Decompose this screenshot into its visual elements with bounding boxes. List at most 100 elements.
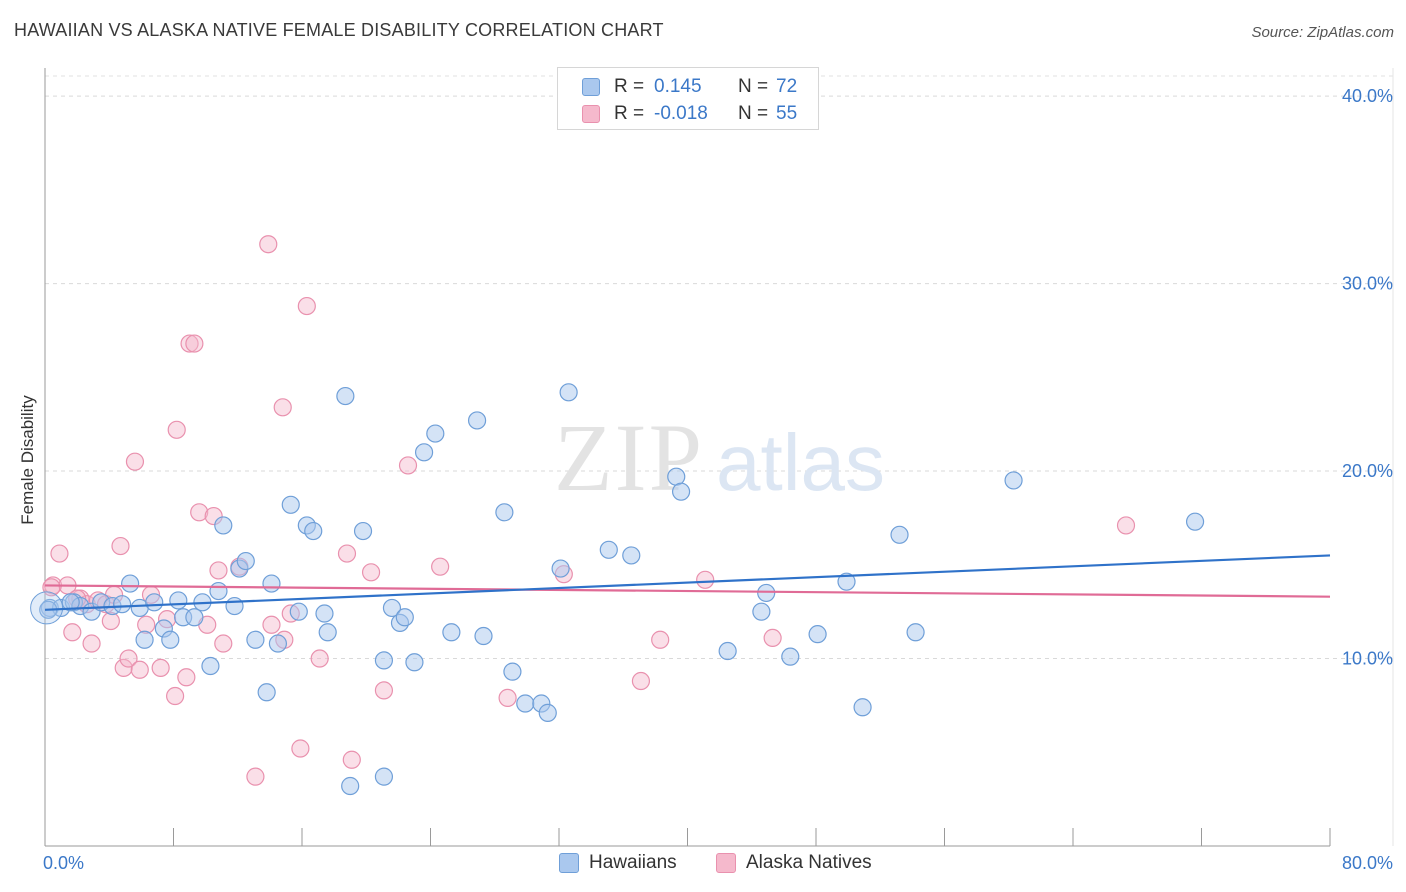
hawaiians-point [495, 503, 514, 522]
alaska-natives-point [696, 570, 715, 589]
hawaiians-point [112, 595, 132, 614]
alaska-natives-point [214, 634, 233, 653]
hawaiians-point [474, 626, 493, 646]
alaska-natives-point [763, 628, 782, 648]
source-label: Source: ZipAtlas.com [1251, 24, 1394, 41]
legend-r-value: -0.018 [654, 103, 708, 124]
hawaiians-point [551, 559, 570, 578]
alaska-natives-point [651, 630, 670, 649]
alaska-natives-point [342, 750, 361, 769]
legend-swatch-alaska-natives [716, 853, 736, 873]
alaska-natives-point [374, 681, 394, 700]
alaska-natives-point [130, 660, 149, 679]
alaska-natives-point [167, 420, 186, 439]
legend-n-value: 72 [776, 76, 798, 97]
alaska-natives-point [114, 658, 133, 678]
hawaiians-point [145, 593, 164, 612]
alaska-natives-point [209, 561, 228, 580]
chart-title: HAWAIIAN VS ALASKA NATIVE FEMALE DISABIL… [14, 20, 664, 40]
hawaiians-point [853, 698, 872, 717]
legend-swatch-alaska-natives [582, 105, 600, 123]
hawaiians-point [281, 495, 300, 514]
hawaiians-point [268, 634, 288, 653]
alaska-natives-point [111, 536, 130, 556]
hawaiians-point [667, 467, 686, 486]
x-tick-label-min: 0.0% [43, 853, 84, 873]
alaska-natives-point [185, 334, 204, 353]
legend-swatch-hawaiians [582, 78, 600, 96]
hawaiians-point [374, 651, 394, 670]
y-axis-label: Female Disability [18, 395, 37, 525]
alaska-natives-point [431, 557, 450, 576]
legend-r-value: 0.145 [654, 76, 702, 97]
alaska-natives-point [259, 235, 278, 254]
hawaiians-point [467, 411, 487, 430]
hawaiians-point [414, 443, 434, 462]
hawaiians-point [61, 593, 80, 612]
alaska-natives-point [125, 452, 145, 471]
legend-item-alaska-natives: Alaska Natives [716, 852, 872, 874]
hawaiians-point [516, 694, 535, 713]
legend-n-value: 55 [776, 103, 798, 124]
alaska-natives-point [291, 739, 310, 758]
hawaiians-point [808, 625, 827, 644]
series-legend: Hawaiians Alaska Natives [0, 852, 1406, 878]
y-tick-label: 10.0% [1342, 649, 1393, 669]
alaska-natives-point [151, 658, 170, 678]
legend-label-hawaiians: Hawaiians [589, 852, 677, 873]
y-tick-label: 40.0% [1342, 86, 1393, 106]
hawaiians-point [185, 608, 204, 627]
legend-item-hawaiians: Hawaiians [559, 852, 677, 874]
legend-row-alaska-natives: R = -0.018 N = 55 [582, 101, 797, 127]
alaska-natives-point [631, 671, 651, 691]
hawaiians-trend-line [44, 554, 1331, 611]
legend-n-label: N = [738, 103, 769, 124]
hawaiians-point [257, 683, 276, 702]
hawaiians-point [890, 525, 909, 544]
hawaiians-point [135, 630, 154, 649]
legend-row-hawaiians: R = 0.145 N = 72 [582, 74, 797, 100]
hawaiians-point [622, 546, 641, 565]
hawaiians-point [395, 608, 414, 627]
legend-n-label: N = [738, 76, 769, 97]
alaska-natives-point [63, 623, 82, 642]
hawaiians-point [426, 424, 445, 443]
alaska-natives-point [262, 615, 281, 634]
alaska-natives-point [177, 668, 196, 687]
hawaiians-point [161, 630, 180, 649]
hawaiians-point [752, 602, 771, 621]
alaska-natives-trend-line [44, 584, 1331, 598]
hawaiians-point [718, 641, 737, 661]
hawaiians-point [289, 602, 308, 621]
y-tick-label: 30.0% [1342, 274, 1393, 294]
legend-r-label: R = [614, 103, 645, 124]
hawaiians-point [906, 623, 925, 642]
alaska-natives-point [310, 649, 329, 668]
hawaiians-point [1004, 471, 1023, 490]
alaska-natives-point [1116, 516, 1136, 535]
hawaiians-point [374, 767, 394, 786]
alaska-natives-point [166, 686, 185, 706]
hawaiians-point [559, 383, 578, 402]
legend-label-alaska-natives: Alaska Natives [746, 852, 872, 873]
alaska-natives-point [246, 767, 265, 786]
hawaiians-point [837, 572, 856, 591]
hawaiians-point [246, 630, 265, 649]
hawaiians-cluster-point [30, 591, 64, 625]
hawaiians-point [121, 574, 140, 593]
hawaiians-point [538, 703, 557, 722]
hawaiians-point [341, 776, 360, 796]
hawaiians-point [304, 521, 323, 541]
alaska-natives-point [361, 563, 381, 582]
alaska-natives-point [82, 634, 101, 653]
alaska-natives-point [337, 544, 357, 563]
trend-lines [44, 554, 1331, 611]
watermark-atlas: atlas [716, 418, 885, 507]
hawaiians-point [336, 386, 355, 406]
hawaiians-point [599, 540, 618, 559]
alaska-natives-point [498, 688, 517, 707]
alaska-natives-point [50, 544, 69, 563]
axes [44, 68, 1394, 847]
hawaiians-point [201, 656, 220, 676]
hawaiians-point [405, 653, 424, 672]
